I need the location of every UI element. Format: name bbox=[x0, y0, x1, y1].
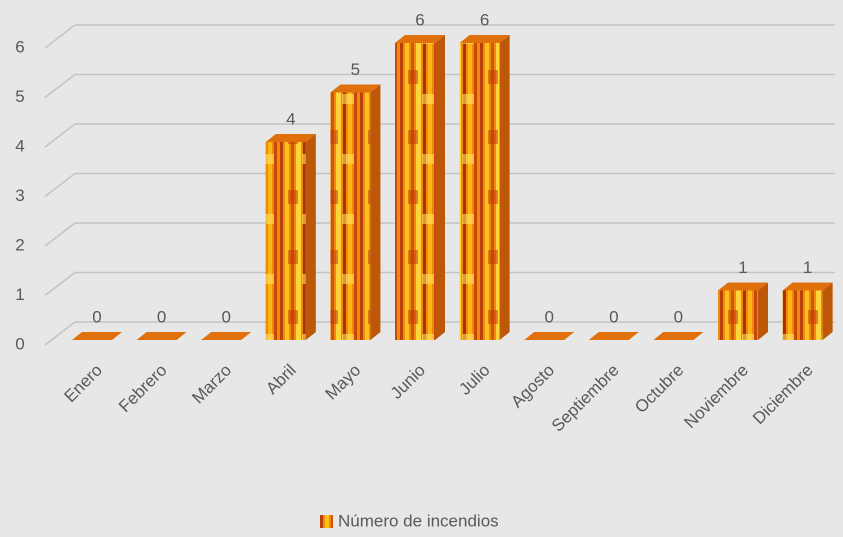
legend-swatch bbox=[320, 515, 333, 528]
bar bbox=[72, 332, 122, 340]
data-label: 0 bbox=[544, 307, 553, 326]
bar-side bbox=[435, 35, 445, 340]
y-tick-label: 2 bbox=[15, 235, 24, 254]
x-tick-label: Enero bbox=[60, 361, 106, 407]
bar-top bbox=[782, 282, 833, 291]
x-tick-label: Julio bbox=[455, 361, 493, 399]
y-tick-label: 3 bbox=[15, 186, 24, 205]
bar bbox=[653, 332, 704, 340]
bar-side-shade bbox=[499, 35, 510, 340]
grid-line bbox=[44, 271, 76, 297]
data-label: 6 bbox=[480, 10, 489, 29]
bar-top bbox=[395, 35, 445, 43]
bar-top bbox=[330, 84, 381, 93]
bar-top bbox=[265, 134, 316, 142]
data-label: 0 bbox=[674, 307, 683, 326]
bar-top bbox=[588, 332, 639, 340]
bar-side-shade bbox=[305, 134, 316, 340]
x-tick-label: Abril bbox=[262, 361, 299, 398]
data-label: 0 bbox=[221, 307, 230, 326]
bar-front bbox=[718, 290, 758, 340]
bar-side bbox=[758, 282, 768, 340]
grid-line bbox=[44, 321, 76, 346]
bar bbox=[330, 84, 381, 340]
bar bbox=[588, 332, 639, 340]
y-tick-label: 4 bbox=[15, 136, 24, 155]
bar-side bbox=[822, 282, 833, 340]
legend-label: Número de incendios bbox=[338, 511, 499, 530]
x-tick-label: Agosto bbox=[507, 361, 558, 412]
bar-side-shade bbox=[822, 282, 833, 340]
bar-side-shade bbox=[370, 84, 381, 340]
grid-line bbox=[44, 222, 76, 247]
bar-side-shade bbox=[435, 35, 445, 340]
x-tick-label: Diciembre bbox=[749, 361, 817, 429]
bar bbox=[524, 332, 575, 340]
data-label: 1 bbox=[738, 258, 747, 277]
legend: Número de incendios bbox=[320, 511, 499, 530]
x-tick-label: Mayo bbox=[322, 361, 365, 404]
bar-front bbox=[395, 43, 435, 340]
bar-side bbox=[370, 84, 381, 340]
bar-top bbox=[524, 332, 575, 340]
data-label: 6 bbox=[415, 10, 424, 29]
bar bbox=[265, 134, 316, 340]
bar-side-shade bbox=[758, 282, 768, 340]
bar-top bbox=[136, 332, 187, 340]
bar bbox=[718, 282, 768, 340]
bar-front bbox=[330, 92, 371, 340]
x-tick-label: Septiembre bbox=[548, 361, 623, 436]
bar-top bbox=[72, 332, 122, 340]
y-tick-label: 6 bbox=[15, 37, 24, 56]
y-tick-label: 1 bbox=[15, 285, 24, 304]
bar-side bbox=[499, 35, 510, 340]
data-label: 4 bbox=[286, 109, 295, 128]
bar-front bbox=[265, 142, 306, 340]
data-label: 0 bbox=[92, 307, 101, 326]
grid-line bbox=[44, 73, 76, 99]
x-tick-label: Noviembre bbox=[680, 361, 752, 433]
bar bbox=[395, 35, 445, 340]
bar-top bbox=[459, 35, 510, 43]
x-tick-label: Octubre bbox=[631, 361, 687, 417]
data-label: 1 bbox=[803, 258, 812, 277]
data-label: 5 bbox=[351, 60, 360, 79]
y-tick-label: 0 bbox=[15, 334, 24, 353]
bar-top bbox=[201, 332, 252, 340]
bar-front bbox=[459, 43, 500, 340]
bar-top bbox=[718, 282, 768, 291]
bar-top bbox=[653, 332, 704, 340]
bar bbox=[136, 332, 187, 340]
bar bbox=[459, 35, 510, 340]
bar-front bbox=[782, 290, 823, 340]
x-tick-label: Febrero bbox=[115, 361, 171, 417]
x-tick-label: Marzo bbox=[188, 361, 235, 408]
x-tick-label: Junio bbox=[387, 361, 429, 403]
grid-line bbox=[44, 123, 76, 148]
data-label: 0 bbox=[609, 307, 618, 326]
data-label: 0 bbox=[157, 307, 166, 326]
grid-line bbox=[44, 24, 76, 49]
bar-side bbox=[305, 134, 316, 340]
y-tick-label: 5 bbox=[15, 87, 24, 106]
bar bbox=[782, 282, 833, 340]
bar bbox=[201, 332, 252, 340]
grid-line bbox=[44, 172, 76, 198]
